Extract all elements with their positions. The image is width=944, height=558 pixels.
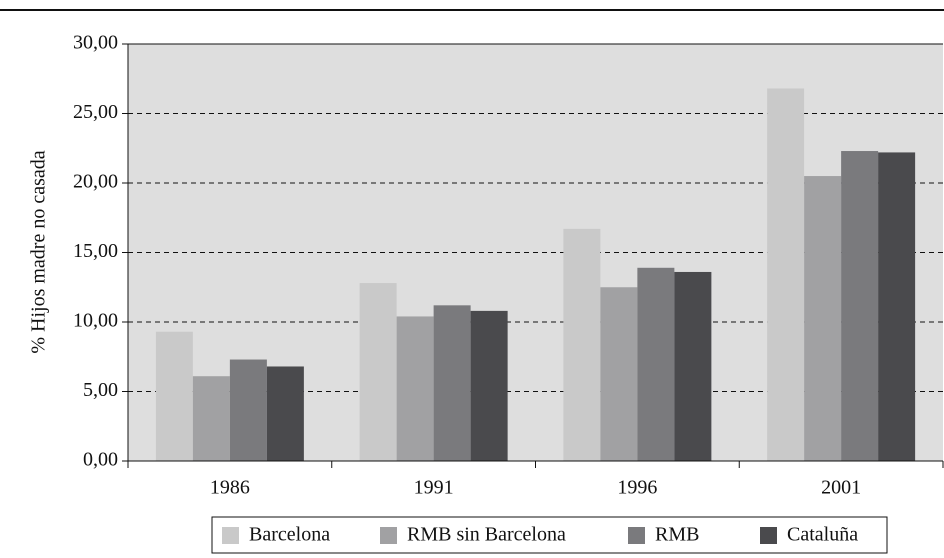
legend-swatch — [380, 527, 397, 544]
bar — [878, 152, 916, 462]
legend-label: RMB — [655, 524, 699, 546]
x-tick-label: 1991 — [414, 477, 454, 499]
bar — [600, 287, 638, 461]
bar — [470, 310, 508, 461]
x-tick-label: 1986 — [210, 477, 250, 499]
legend-swatch — [222, 527, 239, 544]
x-tick-label: 2001 — [821, 477, 861, 499]
bar — [155, 331, 193, 461]
legend-label: Cataluña — [787, 524, 858, 546]
bar — [841, 151, 879, 461]
y-tick-label: 0,00 — [83, 449, 118, 471]
legend-label: Barcelona — [249, 524, 330, 546]
bar — [563, 228, 601, 461]
bar — [637, 267, 675, 461]
bar — [266, 366, 304, 461]
y-tick-label: 20,00 — [73, 171, 118, 193]
bar — [767, 88, 805, 461]
x-tick-label: 1996 — [617, 477, 657, 499]
y-tick-label: 15,00 — [73, 240, 118, 262]
y-tick-label: 25,00 — [73, 101, 118, 123]
y-axis-label: % Hijos madre no casada — [28, 150, 50, 353]
bar — [359, 283, 397, 461]
bar — [229, 359, 267, 461]
bar — [192, 376, 230, 461]
y-tick-label: 30,00 — [73, 32, 118, 54]
bar — [396, 316, 434, 461]
legend-swatch — [760, 527, 777, 544]
legend-label: RMB sin Barcelona — [407, 524, 566, 546]
bar — [674, 271, 712, 461]
bar — [804, 176, 842, 462]
y-tick-label: 10,00 — [73, 310, 118, 332]
bar — [433, 305, 471, 461]
legend-swatch — [628, 527, 645, 544]
y-tick-label: 5,00 — [83, 379, 118, 401]
